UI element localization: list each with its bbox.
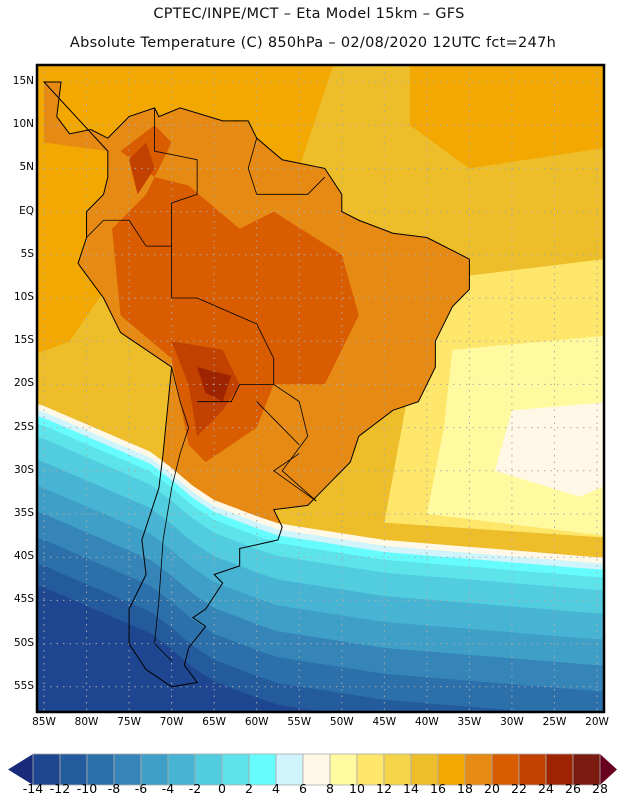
colorbar-swatch	[32, 753, 61, 786]
colorbar-tick-label: 18	[457, 781, 473, 796]
colorbar-tick-label: 24	[538, 781, 554, 796]
colorbar-tick-label: 28	[592, 781, 608, 796]
coastline-borders	[42, 81, 470, 688]
colorbar-tick-label: -10	[76, 781, 98, 796]
colorbar-swatch	[140, 753, 169, 786]
colorbar-tick-label: -8	[107, 781, 121, 796]
colorbar-swatch	[221, 753, 250, 786]
field-atlantic-cream	[494, 402, 604, 497]
chart-title: CPTEC/INPE/MCT – Eta Model 15km – GFS	[153, 6, 465, 22]
colorbar-tick-label: 0	[218, 781, 226, 796]
colorbar-swatch	[356, 753, 385, 786]
colorbar-tick-label: 12	[376, 781, 392, 796]
field-band	[37, 585, 325, 712]
country-border	[154, 367, 190, 662]
colorbar-tick-label: 4	[272, 781, 280, 796]
latitude-label: 10N	[12, 118, 34, 131]
colorbar-tick-label: 2	[245, 781, 253, 796]
country-border	[86, 219, 147, 247]
latitude-label: 5S	[20, 247, 34, 260]
colorbar-swatch	[464, 753, 493, 786]
colorbar-swatch	[167, 753, 196, 786]
field-warm-north-atlantic	[409, 65, 604, 169]
colorbar-tick-label: -14	[22, 781, 44, 796]
colorbar-swatch	[329, 753, 358, 786]
longitude-label: 50W	[329, 716, 354, 728]
longitude-label: 55W	[287, 716, 312, 728]
colorbar-tick-label: 26	[565, 781, 581, 796]
longitude-label: 65W	[202, 716, 227, 728]
country-border	[146, 245, 198, 299]
latitude-label: EQ	[19, 204, 34, 217]
colorbar-tick-label: 10	[349, 781, 365, 796]
colorbar-tick-label: -2	[188, 781, 202, 796]
latitude-label: 15N	[12, 75, 34, 87]
longitude-label: 75W	[117, 716, 141, 728]
colorbar-under-arrow	[8, 754, 33, 785]
colorbar-tick-label: 6	[299, 781, 307, 796]
latitude-label: 5N	[19, 161, 34, 174]
country-border	[154, 107, 198, 247]
latitude-label: 25S	[13, 420, 34, 433]
colorbar-swatch	[86, 753, 115, 786]
longitude-label: 45W	[372, 716, 397, 728]
longitude-label: 70W	[159, 716, 184, 728]
colorbar	[8, 753, 617, 786]
country-border	[273, 453, 317, 502]
temperature-field	[37, 65, 604, 712]
latitude-label: 10S	[13, 291, 34, 303]
longitude-label: 85W	[32, 716, 56, 728]
longitude-label: 80W	[74, 716, 99, 728]
colorbar-tick-label: -6	[134, 781, 148, 796]
colorbar-swatch	[410, 753, 439, 786]
colorbar-swatch	[572, 753, 601, 786]
field-land-warm	[112, 125, 359, 463]
colorbar-tick-label: 8	[326, 781, 334, 796]
colorbar-swatch	[275, 753, 304, 786]
longitude-label: 35W	[457, 716, 482, 728]
colorbar-tick-label: -12	[49, 781, 71, 796]
longitude-label: 30W	[500, 716, 524, 728]
country-border	[196, 297, 317, 502]
coastline	[42, 81, 470, 688]
latitude-label: 45S	[13, 593, 34, 606]
colorbar-swatch	[383, 753, 412, 786]
colorbar-tick-label: -4	[161, 781, 175, 796]
colorbar-swatch	[437, 753, 466, 786]
latitude-label: 55S	[13, 679, 34, 692]
colorbar-swatch	[194, 753, 223, 786]
colorbar-tick-label: 14	[403, 781, 419, 796]
longitude-label: 25W	[542, 716, 567, 728]
colorbar-over-arrow	[600, 754, 617, 785]
latitude-label: 50S	[13, 636, 34, 649]
latitude-label: 30S	[13, 463, 34, 476]
latitude-label: 15S	[13, 334, 34, 347]
colorbar-swatch	[59, 753, 88, 786]
longitude-label: 40W	[414, 716, 439, 728]
latitude-label: 20S	[13, 377, 34, 390]
country-border	[256, 401, 300, 446]
colorbar-tick-label: 22	[511, 781, 527, 796]
country-border	[247, 138, 326, 195]
colorbar-tick-label: 16	[430, 781, 446, 796]
map-frame	[35, 63, 606, 714]
country-border	[197, 383, 274, 403]
latitude-label: 35S	[13, 507, 34, 519]
chart-subtitle: Absolute Temperature (C) 850hPa – 02/08/…	[69, 35, 557, 51]
colorbar-swatch	[545, 753, 574, 786]
colorbar-tick-label: 20	[484, 781, 500, 796]
longitude-label: 60W	[244, 716, 269, 728]
latitude-label: 40S	[13, 550, 34, 563]
colorbar-swatch	[113, 753, 142, 786]
colorbar-swatch	[248, 753, 277, 786]
longitude-label: 20W	[585, 716, 609, 728]
